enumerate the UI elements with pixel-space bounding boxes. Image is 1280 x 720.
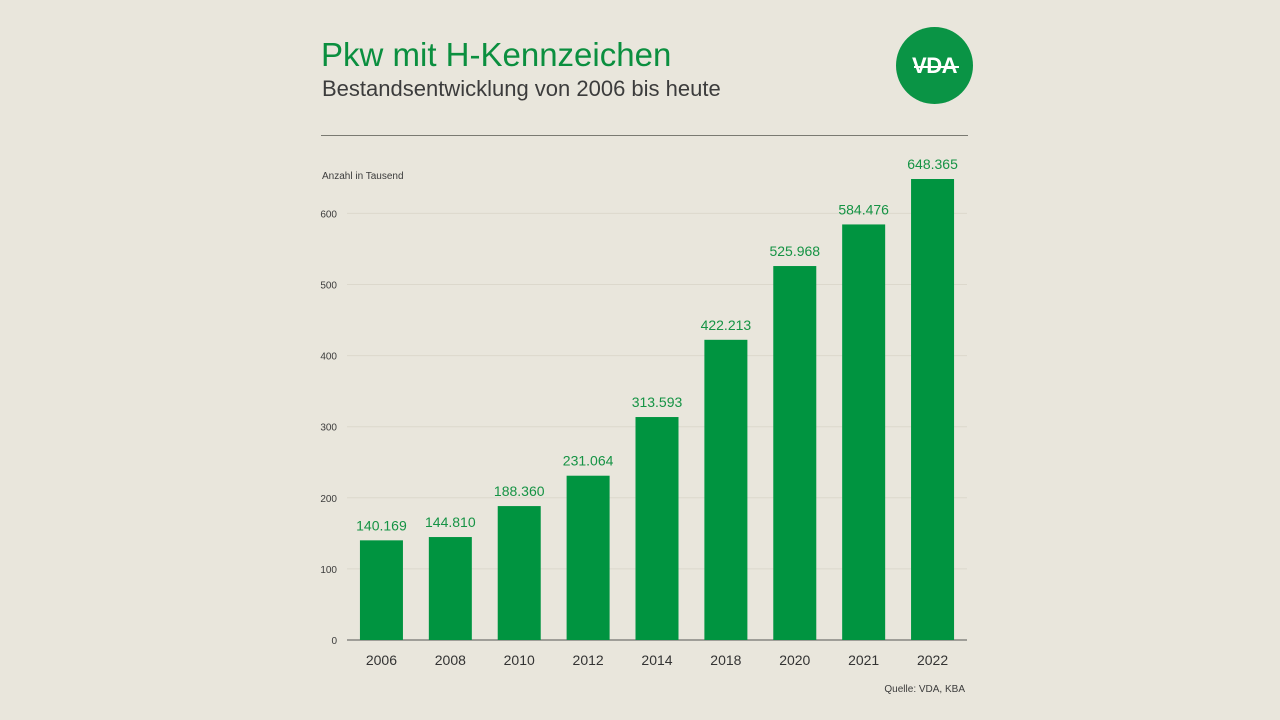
x-tick-label: 2006	[366, 652, 397, 668]
x-tick-label: 2008	[435, 652, 466, 668]
x-tick-label: 2012	[573, 652, 604, 668]
bar	[842, 224, 886, 640]
y-tick-label: 300	[320, 423, 337, 434]
data-label: 313.593	[632, 394, 683, 410]
bar	[359, 540, 403, 640]
y-tick-label: 500	[320, 281, 337, 292]
data-label: 584.476	[838, 201, 889, 217]
logo-text: VDA	[912, 52, 959, 78]
x-tick-label: 2010	[504, 652, 535, 668]
bar	[566, 475, 610, 640]
y-tick-label: 200	[320, 494, 337, 505]
header-divider	[321, 135, 968, 136]
y-tick-label: 0	[331, 636, 337, 647]
bar	[497, 506, 541, 640]
bar	[635, 417, 679, 640]
y-tick-label: 600	[320, 209, 337, 220]
x-tick-label: 2014	[641, 652, 672, 668]
bar	[773, 266, 817, 640]
vda-logo: VDA	[896, 27, 973, 104]
source-note: Quelle: VDA, KBA	[884, 684, 965, 695]
x-tick-label: 2021	[848, 652, 879, 668]
data-label: 188.360	[494, 483, 545, 499]
x-tick-label: 2018	[710, 652, 741, 668]
y-axis-label: Anzahl in Tausend	[322, 171, 404, 182]
data-label: 144.810	[425, 514, 476, 530]
y-tick-label: 400	[320, 352, 337, 363]
x-tick-label: 2020	[779, 652, 810, 668]
chart-subtitle: Bestandsentwicklung von 2006 bis heute	[322, 76, 721, 101]
bar	[911, 179, 955, 640]
data-label: 648.365	[907, 156, 958, 172]
data-label: 422.213	[701, 317, 752, 333]
bar	[428, 537, 472, 640]
chart-title: Pkw mit H-Kennzeichen	[321, 36, 672, 73]
data-label: 140.169	[356, 517, 407, 533]
data-label: 231.064	[563, 453, 614, 469]
x-tick-label: 2022	[917, 652, 948, 668]
data-label: 525.968	[769, 243, 820, 259]
y-tick-label: 100	[320, 565, 337, 576]
bar	[704, 339, 748, 640]
